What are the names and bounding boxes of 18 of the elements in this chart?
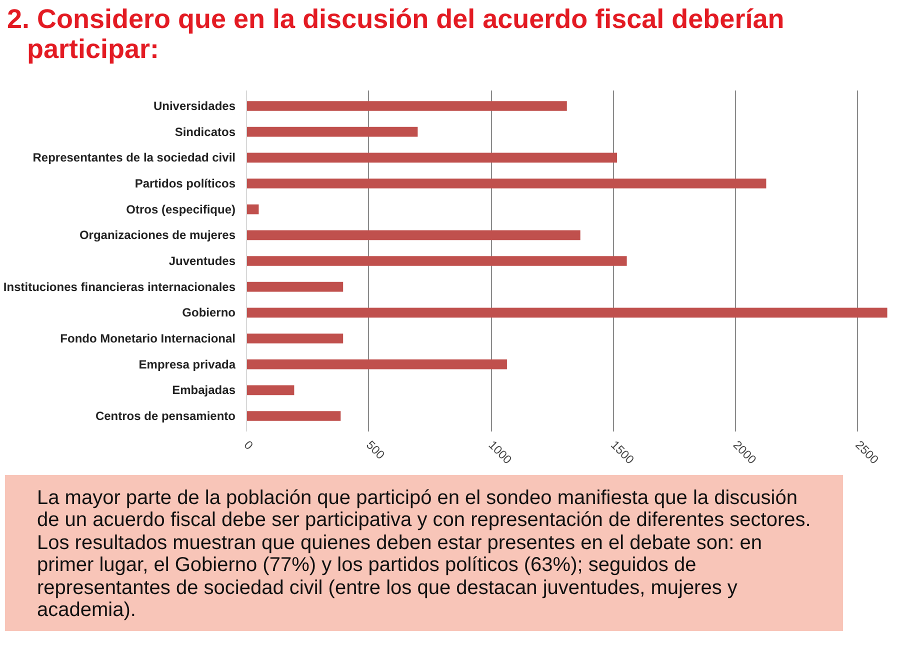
- x-tick-label: 500: [363, 438, 388, 462]
- text: La mayor parte de la población que participó en el sondeo manifiesta que la discusión de un acuerdo fiscal debe ser participativa y con representación de diferentes sectores.: [37, 487, 811, 532]
- chart-title: 2. Considero que en la discusión del acuerdo fiscal deberían participar:: [6, 4, 786, 64]
- y-tick-label: Representantes de la sociedad civil: [32, 150, 236, 165]
- y-tick-label: Fondo Monetario Internacional: [60, 332, 236, 346]
- text: Los resultados muestran que quienes deben estar presentes en el debate son: en primer lugar, el Gobierno (77%) y los partidos políticos (63%); seguidos de representantes de sociedad civil (entre los que destacan juventudes, mujeres y academia).: [37, 532, 762, 621]
- y-tick-label: Sindicatos: [174, 124, 236, 139]
- y-tick-label: Gobierno: [182, 306, 236, 320]
- y-tick-label: Empresa privada: [138, 357, 236, 372]
- y-tick-label: Centros de pensamiento: [95, 409, 236, 423]
- y-tick-label: Universidades: [153, 99, 236, 113]
- y-tick-label: Organizaciones de mujeres: [79, 228, 236, 242]
- x-tick-label: 0: [241, 438, 256, 453]
- y-tick-label: Partidos políticos: [134, 176, 236, 190]
- y-tick-label: Otros (especifique): [126, 202, 236, 216]
- y-tick-label: Juventudes: [168, 254, 236, 268]
- y-tick-label: Embajadas: [172, 383, 236, 398]
- y-tick-label: Instituciones financieras internacionales: [3, 280, 236, 294]
